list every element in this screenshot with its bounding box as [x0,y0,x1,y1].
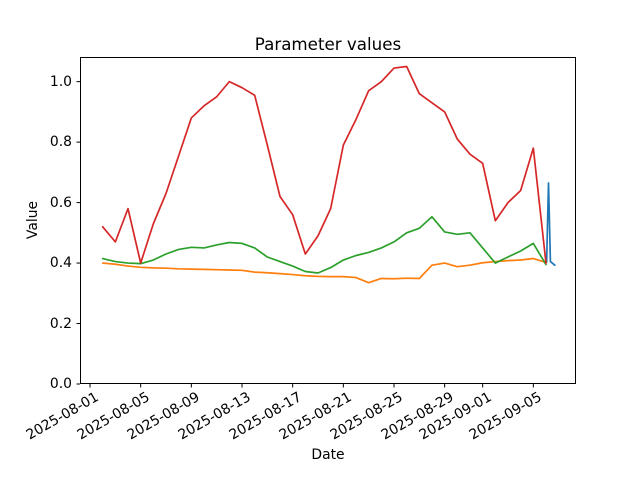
y-tick-label: 1.0 [49,73,72,90]
series-green-line [101,215,547,274]
chart-title: Parameter values [254,34,402,54]
y-tick-label: 0.2 [49,315,72,332]
axes-spines [80,57,576,384]
y-tick-label: 0.6 [49,194,72,211]
y-tick-label: 0.4 [49,255,72,272]
y-tick-label: 0.0 [49,376,72,392]
x-axis-label: Date [311,447,345,463]
y-tick-label: 0.8 [49,134,72,151]
series-red-line [101,65,547,264]
series-orange-line [101,257,547,284]
series-blue-line [545,182,556,267]
